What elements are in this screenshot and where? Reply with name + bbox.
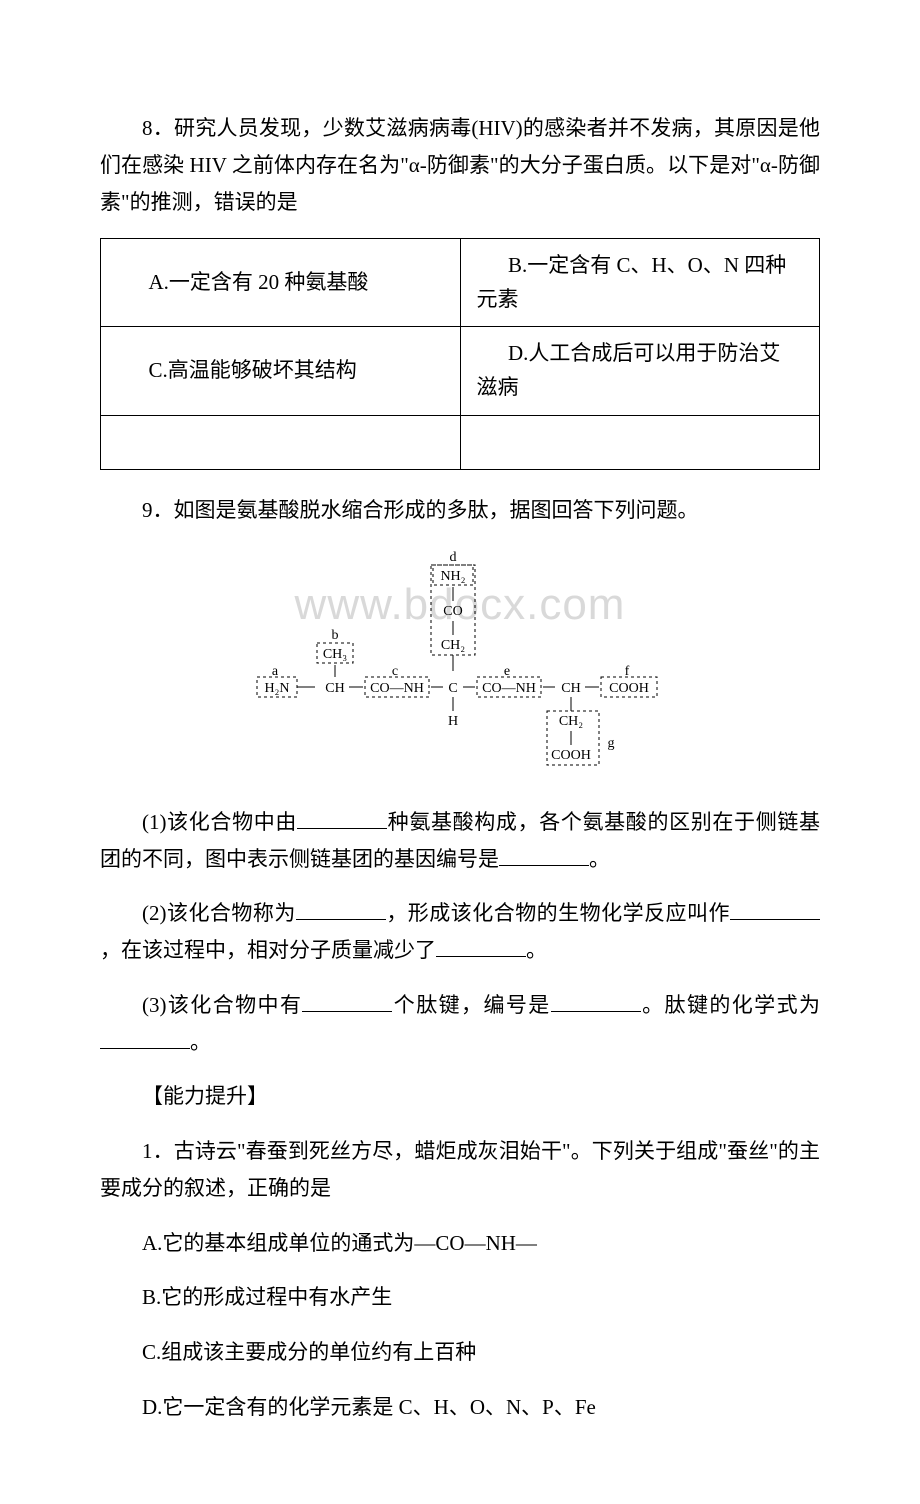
peptide-svg: d NH₂ CO CH₂ b CH₃ a H₂N: [255, 547, 665, 777]
peptide-diagram: d NH₂ CO CH₂ b CH₃ a H₂N: [100, 547, 820, 782]
blank: [499, 843, 589, 866]
q8-option-c: C.高温能够破坏其结构: [101, 327, 461, 415]
p1-prompt: 1．古诗云"春蚕到死丝方尽，蜡炬成灰泪始干"。下列关于组成"蚕丝"的主要成分的叙…: [100, 1133, 820, 1207]
q9-sub2-a: (2)该化合物称为: [142, 901, 296, 925]
blank: [436, 934, 526, 957]
blank: [730, 897, 820, 920]
group-h: H: [448, 714, 458, 729]
q9-sub3-a: (3)该化合物中有: [142, 993, 302, 1017]
q8-empty-cell-2: [460, 415, 820, 470]
p1-option-a: A.它的基本组成单位的通式为—CO—NH—: [100, 1225, 820, 1262]
table-row: A.一定含有 20 种氨基酸 B.一定含有 C、H、O、N 四种 元素: [101, 239, 820, 327]
group-ch-3: CH: [561, 681, 580, 696]
q8-option-d-line2: 滋病: [477, 371, 804, 405]
q9-sub3-c: 。肽键的化学式为: [641, 993, 820, 1017]
q9-sub1: (1)该化合物中由种氨基酸构成，各个氨基酸的区别在于侧链基团的不同，图中表示侧链…: [100, 804, 820, 878]
q9-prompt: 9．如图是氨基酸脱水缩合形成的多肽，据图回答下列问题。: [100, 492, 820, 529]
group-c-center: C: [448, 681, 457, 696]
group-ch2-bottom: CH₂: [559, 714, 583, 729]
q9-sub2-b: ，形成该化合物的生物化学反应叫作: [386, 901, 730, 925]
table-row: [101, 415, 820, 470]
table-row: C.高温能够破坏其结构 D.人工合成后可以用于防治艾 滋病: [101, 327, 820, 415]
q8-option-d-line1: D.人工合成后可以用于防治艾: [477, 337, 804, 371]
blank: [100, 1026, 190, 1049]
group-conh-1: CO—NH: [370, 681, 424, 696]
q8-empty-cell-1: [101, 415, 461, 470]
q9-sub3-b: 个肽键，编号是: [392, 993, 550, 1017]
label-g: g: [608, 736, 615, 751]
p1-option-c: C.组成该主要成分的单位约有上百种: [100, 1334, 820, 1371]
group-co: CO: [443, 604, 462, 619]
section-heading: 【能力提升】: [100, 1078, 820, 1115]
q9-sub3: (3)该化合物中有 个肽键，编号是 。肽键的化学式为。: [100, 987, 820, 1061]
q9-sub3-d: 。: [190, 1030, 211, 1054]
q9-sub2: (2)该化合物称为 ，形成该化合物的生物化学反应叫作 ，在该过程中，相对分子质量减少…: [100, 895, 820, 969]
p1-option-d: D.它一定含有的化学元素是 C、H、O、N、P、Fe: [100, 1389, 820, 1426]
blank: [302, 989, 392, 1012]
blank: [551, 989, 641, 1012]
group-cooh-bottom: COOH: [551, 748, 591, 763]
q8-option-b-line1: B.一定含有 C、H、O、N 四种: [477, 249, 804, 283]
group-cooh-right: COOH: [609, 681, 649, 696]
q9-sub2-c: ，在该过程中，相对分子质量减少了: [100, 938, 436, 962]
label-d: d: [450, 550, 457, 565]
group-ch-1: CH: [325, 681, 344, 696]
p1-option-b: B.它的形成过程中有水产生: [100, 1279, 820, 1316]
q8-option-d: D.人工合成后可以用于防治艾 滋病: [460, 327, 820, 415]
group-ch2-top: CH₂: [441, 638, 465, 653]
blank: [296, 897, 386, 920]
q8-option-b-line2: 元素: [477, 283, 804, 317]
q9-sub1-c: 。: [589, 847, 610, 871]
group-ch3: CH₃: [323, 647, 347, 662]
q8-prompt: 8．研究人员发现，少数艾滋病病毒(HIV)的感染者并不发病，其原因是他们在感染 …: [100, 110, 820, 220]
group-conh-2: CO—NH: [482, 681, 536, 696]
blank: [297, 806, 387, 829]
q9-sub1-a: (1)该化合物中由: [142, 810, 297, 834]
q9-sub2-d: 。: [526, 938, 547, 962]
q8-option-a: A.一定含有 20 种氨基酸: [101, 239, 461, 327]
q8-option-b: B.一定含有 C、H、O、N 四种 元素: [460, 239, 820, 327]
label-b: b: [332, 628, 339, 643]
q8-options-table: A.一定含有 20 种氨基酸 B.一定含有 C、H、O、N 四种 元素 C.高温…: [100, 238, 820, 470]
group-h2n: H₂N: [264, 681, 289, 696]
group-nh2: NH₂: [440, 569, 465, 584]
